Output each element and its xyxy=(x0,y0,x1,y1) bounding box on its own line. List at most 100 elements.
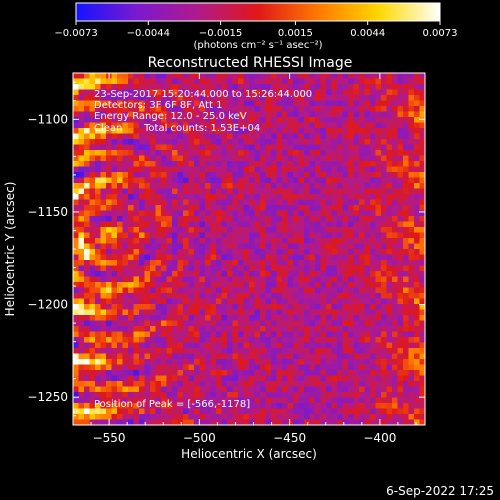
heatmap-pixel xyxy=(320,166,327,173)
heatmap-pixel xyxy=(386,386,393,393)
heatmap-pixel xyxy=(408,249,415,255)
heatmap-pixel xyxy=(397,100,404,107)
heatmap-pixel xyxy=(84,309,90,316)
heatmap-pixel xyxy=(188,238,195,244)
heatmap-pixel xyxy=(331,183,338,189)
heatmap-pixel xyxy=(194,293,200,299)
heatmap-pixel xyxy=(183,232,189,239)
heatmap-pixel xyxy=(117,326,123,332)
heatmap-pixel xyxy=(342,89,349,96)
heatmap-pixel xyxy=(315,370,321,376)
heatmap-pixel xyxy=(326,194,332,200)
heatmap-pixel xyxy=(386,216,393,222)
heatmap-pixel xyxy=(315,337,321,343)
heatmap-pixel xyxy=(210,216,217,222)
heatmap-pixel xyxy=(249,276,255,283)
heatmap-pixel xyxy=(227,392,233,398)
heatmap-pixel xyxy=(359,403,365,409)
heatmap-pixel xyxy=(227,397,233,404)
heatmap-pixel xyxy=(139,249,145,255)
heatmap-pixel xyxy=(282,95,288,101)
heatmap-pixel xyxy=(205,144,211,151)
heatmap-pixel xyxy=(122,199,129,206)
heatmap-pixel xyxy=(100,166,107,173)
heatmap-pixel xyxy=(161,326,167,332)
heatmap-pixel xyxy=(78,315,85,321)
heatmap-pixel xyxy=(375,364,382,371)
heatmap-pixel xyxy=(166,232,173,239)
heatmap-pixel xyxy=(133,353,140,360)
heatmap-pixel xyxy=(221,111,228,118)
heatmap-pixel xyxy=(337,172,343,178)
heatmap-pixel xyxy=(84,342,90,349)
heatmap-pixel xyxy=(84,232,90,239)
heatmap-pixel xyxy=(144,249,151,255)
heatmap-pixel xyxy=(298,287,305,294)
heatmap-pixel xyxy=(100,408,107,415)
heatmap-pixel xyxy=(243,150,250,156)
heatmap-pixel xyxy=(342,227,349,233)
heatmap-pixel xyxy=(232,111,239,118)
heatmap-pixel xyxy=(166,166,173,173)
heatmap-pixel xyxy=(397,331,404,338)
heatmap-pixel xyxy=(117,95,123,101)
heatmap-pixel xyxy=(342,216,349,222)
heatmap-pixel xyxy=(139,216,145,222)
heatmap-pixel xyxy=(243,199,250,206)
heatmap-pixel xyxy=(177,370,184,376)
heatmap-pixel xyxy=(419,106,425,112)
heatmap-pixel xyxy=(122,221,129,228)
heatmap-pixel xyxy=(309,342,316,349)
heatmap-pixel xyxy=(315,172,321,178)
x-tick-label: −400 xyxy=(363,431,396,445)
heatmap-pixel xyxy=(188,359,195,365)
heatmap-pixel xyxy=(375,276,382,283)
heatmap-pixel xyxy=(403,84,409,90)
heatmap-pixel xyxy=(216,249,222,255)
heatmap-pixel xyxy=(331,392,338,398)
heatmap-pixel xyxy=(359,194,365,200)
heatmap-pixel xyxy=(238,265,244,272)
heatmap-pixel xyxy=(84,304,90,310)
heatmap-pixel xyxy=(381,287,387,294)
heatmap-pixel xyxy=(249,249,255,255)
heatmap-pixel xyxy=(166,183,173,189)
heatmap-pixel xyxy=(144,414,151,420)
heatmap-pixel xyxy=(100,419,107,425)
heatmap-pixel xyxy=(326,155,332,162)
heatmap-pixel xyxy=(254,293,261,299)
heatmap-pixel xyxy=(348,282,354,288)
heatmap-pixel xyxy=(117,150,123,156)
heatmap-pixel xyxy=(177,95,184,101)
heatmap-pixel xyxy=(150,293,156,299)
heatmap-pixel xyxy=(84,139,90,145)
heatmap-pixel xyxy=(392,89,398,96)
heatmap-pixel xyxy=(293,392,299,398)
heatmap-pixel xyxy=(84,100,90,107)
heatmap-pixel xyxy=(221,106,228,112)
heatmap-pixel xyxy=(353,408,360,415)
heatmap-pixel xyxy=(419,353,425,360)
heatmap-pixel xyxy=(364,298,371,305)
heatmap-pixel xyxy=(397,260,404,266)
heatmap-pixel xyxy=(260,205,266,211)
heatmap-pixel xyxy=(359,73,365,79)
heatmap-pixel xyxy=(419,304,425,310)
heatmap-pixel xyxy=(84,315,90,321)
heatmap-pixel xyxy=(122,397,129,404)
heatmap-pixel xyxy=(293,199,299,206)
heatmap-pixel xyxy=(111,331,118,338)
heatmap-pixel xyxy=(375,210,382,217)
heatmap-pixel xyxy=(166,155,173,162)
heatmap-pixel xyxy=(216,221,222,228)
heatmap-pixel xyxy=(353,249,360,255)
heatmap-pixel xyxy=(282,276,288,283)
heatmap-pixel xyxy=(353,199,360,206)
heatmap-pixel xyxy=(282,304,288,310)
heatmap-pixel xyxy=(144,386,151,393)
heatmap-pixel xyxy=(408,370,415,376)
heatmap-pixel xyxy=(100,298,107,305)
heatmap-pixel xyxy=(392,359,398,365)
heatmap-pixel xyxy=(78,375,85,382)
heatmap-pixel xyxy=(150,84,156,90)
